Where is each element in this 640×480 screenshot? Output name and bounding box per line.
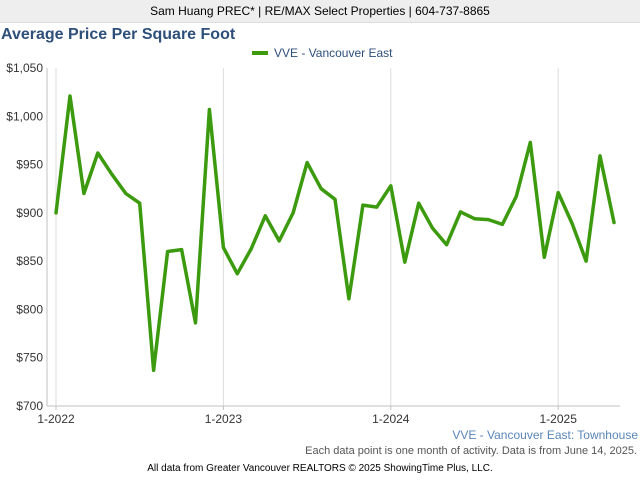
data-point bbox=[528, 140, 532, 144]
header-text: Sam Huang PREC* | RE/MAX Select Properti… bbox=[150, 4, 490, 18]
data-point bbox=[347, 297, 351, 301]
data-point bbox=[180, 248, 184, 252]
data-point bbox=[389, 184, 393, 188]
data-point bbox=[375, 205, 379, 209]
data-point bbox=[473, 217, 476, 221]
data-point bbox=[82, 192, 86, 196]
data-point bbox=[584, 259, 588, 263]
data-point bbox=[570, 221, 574, 225]
y-tick-label: $1,000 bbox=[6, 109, 43, 123]
data-point bbox=[598, 154, 602, 158]
data-point bbox=[514, 194, 518, 198]
y-tick-label: $750 bbox=[16, 351, 43, 365]
data-point bbox=[249, 247, 253, 251]
data-point bbox=[138, 201, 142, 205]
x-tick-label: 1-2025 bbox=[540, 412, 578, 426]
y-tick-label: $850 bbox=[16, 254, 43, 268]
data-point bbox=[263, 214, 267, 218]
data-point bbox=[612, 221, 616, 225]
footer-note: Each data point is one month of activity… bbox=[305, 445, 637, 457]
header-bar: Sam Huang PREC* | RE/MAX Select Properti… bbox=[0, 0, 640, 23]
data-point bbox=[221, 246, 225, 250]
data-point bbox=[305, 161, 309, 165]
chart-watermark-label: VVE - Vancouver East: Townhouse bbox=[452, 428, 638, 442]
legend-label: VVE - Vancouver East bbox=[274, 46, 393, 60]
data-point bbox=[68, 94, 72, 98]
data-point bbox=[500, 222, 504, 226]
data-point bbox=[556, 191, 560, 195]
x-tick-label: 1-2023 bbox=[205, 412, 243, 426]
y-tick-label: $900 bbox=[16, 206, 43, 220]
data-point bbox=[194, 321, 197, 325]
data-point bbox=[445, 243, 449, 247]
y-tick-label: $1,050 bbox=[6, 61, 43, 75]
data-point bbox=[403, 260, 407, 264]
data-point bbox=[361, 203, 365, 207]
footer-credit: All data from Greater Vancouver REALTORS… bbox=[147, 463, 493, 474]
data-point bbox=[152, 368, 156, 372]
data-point bbox=[207, 108, 211, 112]
data-point bbox=[542, 255, 546, 259]
data-point bbox=[459, 210, 463, 214]
data-point bbox=[124, 192, 128, 196]
y-tick-label: $800 bbox=[16, 302, 43, 316]
data-point bbox=[110, 172, 114, 176]
data-point bbox=[166, 249, 170, 253]
data-point bbox=[333, 197, 337, 201]
plot-area bbox=[47, 68, 620, 406]
data-point bbox=[54, 211, 58, 215]
y-tick-label: $700 bbox=[16, 399, 43, 413]
chart-title: Average Price Per Square Foot bbox=[1, 26, 236, 43]
x-tick-label: 1-2024 bbox=[372, 412, 410, 426]
data-point bbox=[486, 218, 490, 222]
data-point bbox=[431, 226, 435, 230]
data-point bbox=[96, 151, 100, 155]
data-point bbox=[277, 239, 281, 243]
x-tick-label: 1-2022 bbox=[37, 412, 75, 426]
y-tick-label: $950 bbox=[16, 158, 43, 172]
data-point bbox=[291, 211, 295, 215]
data-point bbox=[235, 272, 239, 276]
data-point bbox=[417, 201, 421, 205]
data-point bbox=[319, 187, 323, 191]
